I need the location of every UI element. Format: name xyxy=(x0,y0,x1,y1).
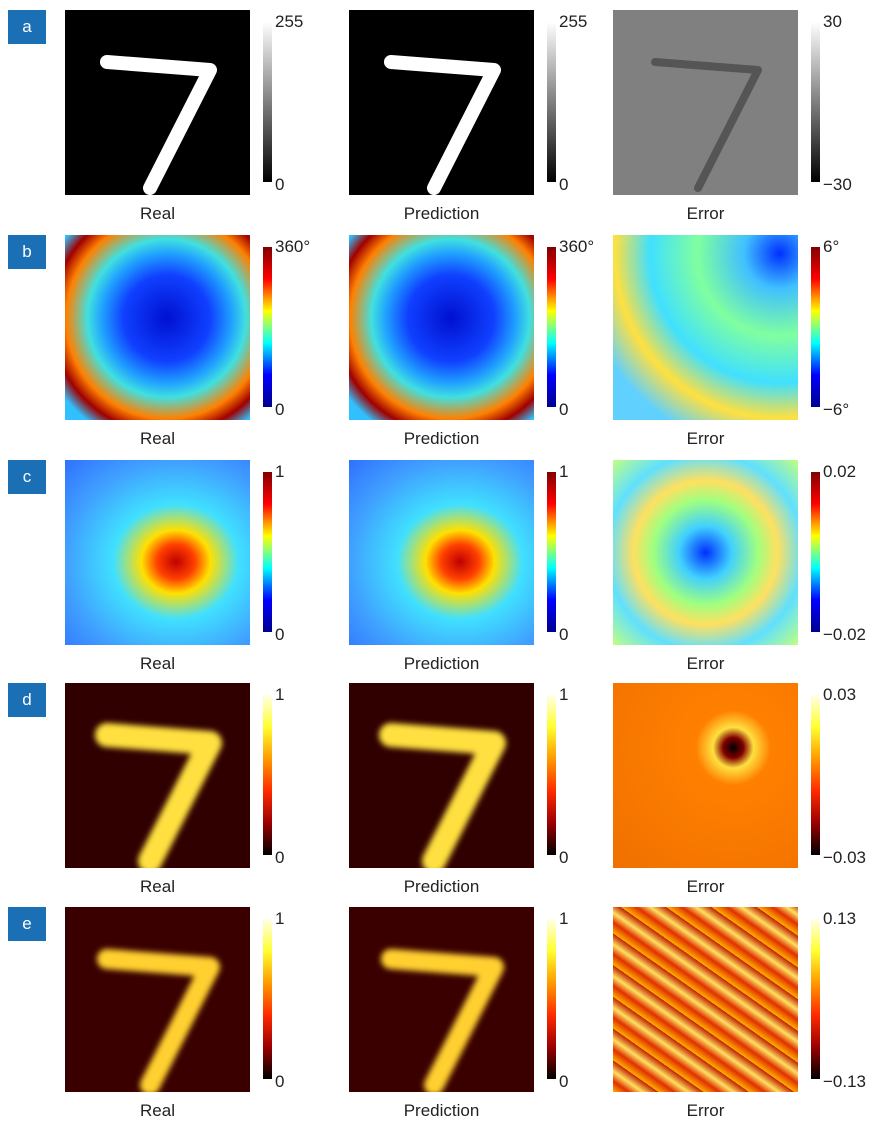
heatmap-image xyxy=(65,907,250,1092)
colorbar xyxy=(547,247,556,407)
colorbar-max-label: 1 xyxy=(275,462,284,482)
heatmap-image xyxy=(613,460,798,645)
colorbar xyxy=(811,472,820,632)
digit-shape xyxy=(349,907,534,1092)
colorbar-max-label: 30 xyxy=(823,12,842,32)
colorbar-max-label: 360° xyxy=(559,237,594,257)
colorbar-max-label: 1 xyxy=(559,462,568,482)
colorbar-min-label: 0 xyxy=(559,848,568,868)
panel-caption: Error xyxy=(613,429,798,449)
colorbar-max-label: 0.02 xyxy=(823,462,856,482)
colorbar xyxy=(811,22,820,182)
panel-caption: Real xyxy=(65,204,250,224)
colorbar-min-label: 0 xyxy=(559,175,568,195)
row-label: c xyxy=(8,460,46,494)
colorbar xyxy=(811,247,820,407)
panel-caption: Prediction xyxy=(349,1101,534,1121)
digit-shape xyxy=(349,10,534,195)
colorbar-min-label: 0 xyxy=(559,625,568,645)
panel-caption: Error xyxy=(613,654,798,674)
colorbar xyxy=(547,919,556,1079)
heatmap-image xyxy=(65,460,250,645)
colorbar xyxy=(547,695,556,855)
colorbar xyxy=(263,472,272,632)
colorbar-max-label: 255 xyxy=(275,12,303,32)
colorbar-min-label: −0.13 xyxy=(823,1072,866,1092)
row-label: b xyxy=(8,235,46,269)
colorbar xyxy=(263,919,272,1079)
colorbar xyxy=(547,472,556,632)
colorbar-min-label: 0 xyxy=(559,400,568,420)
heatmap-image xyxy=(65,10,250,195)
colorbar xyxy=(547,22,556,182)
colorbar-max-label: 255 xyxy=(559,12,587,32)
colorbar-max-label: 0.13 xyxy=(823,909,856,929)
digit-shape xyxy=(65,683,250,868)
panel-caption: Prediction xyxy=(349,429,534,449)
panel-caption: Prediction xyxy=(349,204,534,224)
colorbar-min-label: −30 xyxy=(823,175,852,195)
panel-caption: Error xyxy=(613,1101,798,1121)
colorbar-min-label: 0 xyxy=(275,848,284,868)
row-label: d xyxy=(8,683,46,717)
colorbar-min-label: 0 xyxy=(275,175,284,195)
colorbar xyxy=(263,22,272,182)
panel-caption: Error xyxy=(613,204,798,224)
heatmap-image xyxy=(349,460,534,645)
panel-caption: Real xyxy=(65,429,250,449)
colorbar xyxy=(263,247,272,407)
heatmap-image xyxy=(613,683,798,868)
colorbar xyxy=(811,695,820,855)
colorbar-max-label: 1 xyxy=(275,685,284,705)
colorbar-min-label: 0 xyxy=(275,1072,284,1092)
colorbar-min-label: 0 xyxy=(275,400,284,420)
heatmap-image xyxy=(349,683,534,868)
panel-caption: Real xyxy=(65,877,250,897)
digit-shape xyxy=(349,683,534,868)
panel-caption: Error xyxy=(613,877,798,897)
heatmap-image xyxy=(613,10,798,195)
heatmap-image xyxy=(613,235,798,420)
digit-shape xyxy=(65,907,250,1092)
colorbar xyxy=(263,695,272,855)
heatmap-image xyxy=(613,907,798,1092)
heatmap-image xyxy=(349,10,534,195)
heatmap-image xyxy=(65,683,250,868)
digit-shape xyxy=(65,10,250,195)
colorbar-max-label: 0.03 xyxy=(823,685,856,705)
colorbar-min-label: 0 xyxy=(275,625,284,645)
colorbar-min-label: −6° xyxy=(823,400,849,420)
colorbar-max-label: 1 xyxy=(559,909,568,929)
panel-caption: Real xyxy=(65,1101,250,1121)
panel-caption: Prediction xyxy=(349,654,534,674)
colorbar-min-label: −0.02 xyxy=(823,625,866,645)
heatmap-image xyxy=(65,235,250,420)
colorbar-max-label: 360° xyxy=(275,237,310,257)
colorbar-max-label: 1 xyxy=(275,909,284,929)
row-label: e xyxy=(8,907,46,941)
row-label: a xyxy=(8,10,46,44)
colorbar xyxy=(811,919,820,1079)
colorbar-max-label: 1 xyxy=(559,685,568,705)
heatmap-image xyxy=(349,235,534,420)
colorbar-max-label: 6° xyxy=(823,237,839,257)
digit-shape xyxy=(613,10,798,195)
figure: a 255 0 Real 255 0 Prediction 30 −30 Error b 360° 0 R… xyxy=(0,0,880,1122)
panel-caption: Real xyxy=(65,654,250,674)
heatmap-image xyxy=(349,907,534,1092)
panel-caption: Prediction xyxy=(349,877,534,897)
colorbar-min-label: −0.03 xyxy=(823,848,866,868)
colorbar-min-label: 0 xyxy=(559,1072,568,1092)
